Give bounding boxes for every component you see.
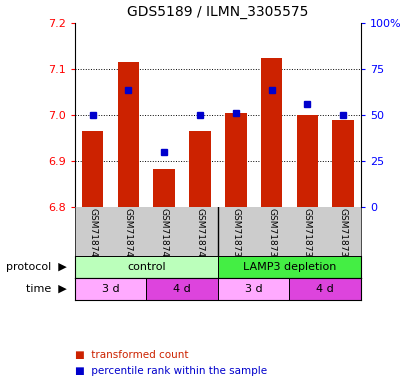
- Text: 4 d: 4 d: [316, 284, 334, 294]
- Text: GSM718742: GSM718742: [160, 208, 168, 263]
- Bar: [189, 131, 211, 207]
- Text: time  ▶: time ▶: [26, 284, 66, 294]
- Text: GSM718739: GSM718739: [339, 208, 348, 263]
- Bar: [332, 119, 354, 207]
- Text: 3 d: 3 d: [102, 284, 119, 294]
- Bar: [75, 256, 218, 278]
- Text: GSM718738: GSM718738: [303, 208, 312, 263]
- Bar: [118, 62, 139, 207]
- Bar: [225, 113, 247, 207]
- Text: GSM718740: GSM718740: [88, 208, 97, 263]
- Text: ■  percentile rank within the sample: ■ percentile rank within the sample: [75, 366, 267, 376]
- Bar: [290, 278, 361, 300]
- Bar: [261, 58, 282, 207]
- Bar: [297, 115, 318, 207]
- Text: GSM718737: GSM718737: [267, 208, 276, 263]
- Title: GDS5189 / ILMN_3305575: GDS5189 / ILMN_3305575: [127, 5, 309, 19]
- Bar: [218, 256, 361, 278]
- Text: ■  transformed count: ■ transformed count: [75, 350, 188, 360]
- Text: 3 d: 3 d: [245, 284, 262, 294]
- Text: GSM718736: GSM718736: [231, 208, 240, 263]
- Text: 4 d: 4 d: [173, 284, 191, 294]
- Text: protocol  ▶: protocol ▶: [6, 262, 66, 272]
- Bar: [146, 278, 218, 300]
- Text: GSM718741: GSM718741: [124, 208, 133, 263]
- Bar: [218, 278, 290, 300]
- Bar: [154, 169, 175, 207]
- Text: LAMP3 depletion: LAMP3 depletion: [243, 262, 336, 272]
- Text: GSM718743: GSM718743: [195, 208, 205, 263]
- Bar: [75, 278, 146, 300]
- Bar: [82, 131, 103, 207]
- Text: control: control: [127, 262, 166, 272]
